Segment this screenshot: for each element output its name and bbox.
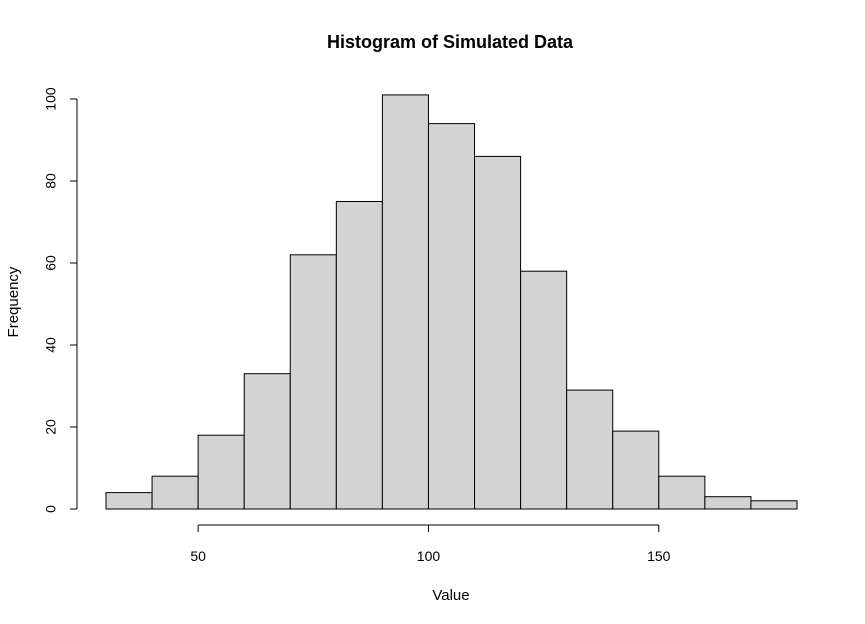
histogram-bar xyxy=(750,500,798,510)
histogram-bar xyxy=(289,254,337,510)
x-tick-label: 50 xyxy=(190,548,206,564)
x-axis: 50 100 150 xyxy=(190,524,671,564)
histogram-bar xyxy=(381,94,429,510)
y-axis: 0 20 40 60 80 100 xyxy=(43,87,78,513)
y-tick-label: 0 xyxy=(43,505,59,513)
y-tick-label: 80 xyxy=(43,173,59,189)
y-tick-label: 20 xyxy=(43,419,59,435)
histogram-bar xyxy=(658,475,706,510)
histogram-bar xyxy=(612,430,660,510)
x-tick-label: 100 xyxy=(417,548,441,564)
histogram-bar xyxy=(474,155,522,510)
histogram-bar xyxy=(704,496,752,510)
histogram-bar xyxy=(335,201,383,510)
y-tick-label: 60 xyxy=(43,255,59,271)
histogram-bar xyxy=(197,434,245,510)
histogram-bar xyxy=(151,475,199,510)
histogram-bar xyxy=(105,492,153,510)
y-axis-label: Frequency xyxy=(5,266,22,337)
y-tick-label: 100 xyxy=(43,87,59,111)
x-tick-label: 150 xyxy=(647,548,671,564)
histogram-bar xyxy=(520,270,568,510)
x-axis-label: Value xyxy=(432,587,469,604)
histogram-bar xyxy=(566,389,614,510)
chart-title: Histogram of Simulated Data xyxy=(327,32,574,52)
y-tick-label: 40 xyxy=(43,337,59,353)
histogram-bar xyxy=(427,123,476,510)
histogram-bar xyxy=(243,373,291,510)
histogram-bars xyxy=(105,94,798,510)
